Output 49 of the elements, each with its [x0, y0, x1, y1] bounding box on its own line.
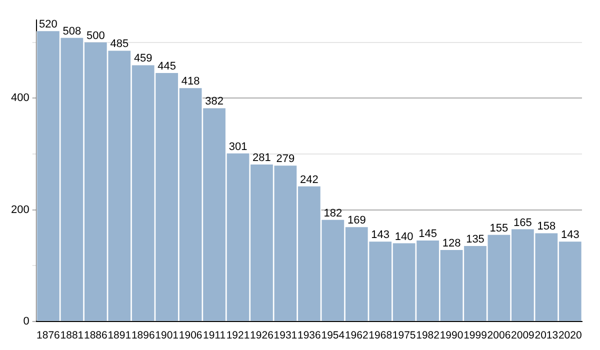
data-label: 418: [181, 76, 200, 88]
x-tick-label: 2009: [511, 330, 535, 342]
x-tick-label: 1901: [155, 330, 179, 342]
x-tick-label: 1881: [60, 330, 84, 342]
data-label: 382: [205, 96, 224, 108]
data-label: 242: [300, 174, 318, 186]
x-tick-label: 1954: [321, 330, 345, 342]
data-label: 445: [158, 60, 176, 73]
data-label: 500: [86, 30, 105, 42]
data-label: 145: [418, 228, 437, 240]
data-label: 165: [514, 216, 532, 229]
x-tick-label: 2020: [558, 330, 582, 342]
data-label: 143: [371, 229, 390, 242]
x-tick-label: 1896: [131, 330, 155, 342]
data-label: 520: [39, 18, 58, 31]
y-tick-label: 200: [10, 204, 30, 216]
data-label: 143: [560, 229, 580, 242]
x-tick-label: 1931: [274, 330, 298, 342]
y-tick-label: 400: [10, 92, 30, 104]
x-tick-label: 1990: [440, 330, 464, 342]
data-label: 182: [324, 207, 342, 220]
x-tick-label: 1911: [202, 330, 226, 342]
data-label: 158: [537, 220, 556, 233]
x-tick-label: 1999: [464, 330, 488, 342]
data-label: 279: [276, 153, 295, 166]
x-tick-label: 1936: [297, 330, 322, 342]
data-label: 485: [110, 38, 129, 50]
x-tick-label: 2006: [487, 330, 511, 342]
x-tick-label: 1891: [108, 330, 132, 342]
data-label: 128: [442, 237, 461, 250]
x-tick-label: 1975: [392, 330, 416, 342]
data-label: 140: [394, 230, 414, 243]
y-tick-label: 0: [23, 315, 30, 328]
x-tick-label: 1926: [250, 330, 274, 342]
data-label: 301: [228, 140, 248, 153]
data-label: 281: [252, 152, 271, 164]
x-tick-label: 2013: [534, 330, 558, 342]
data-label: 135: [466, 234, 484, 246]
data-label: 169: [347, 214, 366, 227]
x-tick-label: 1982: [416, 330, 440, 342]
data-label: 155: [490, 222, 508, 234]
x-tick-label: 1906: [178, 330, 202, 342]
x-tick-label: 1968: [368, 330, 392, 342]
x-tick-label: 1921: [226, 330, 250, 342]
data-label: 508: [62, 25, 82, 38]
x-tick-label: 1962: [344, 330, 368, 342]
data-label: 459: [134, 52, 152, 65]
x-tick-label: 1886: [84, 330, 108, 342]
x-tick-label: 1876: [36, 330, 60, 342]
